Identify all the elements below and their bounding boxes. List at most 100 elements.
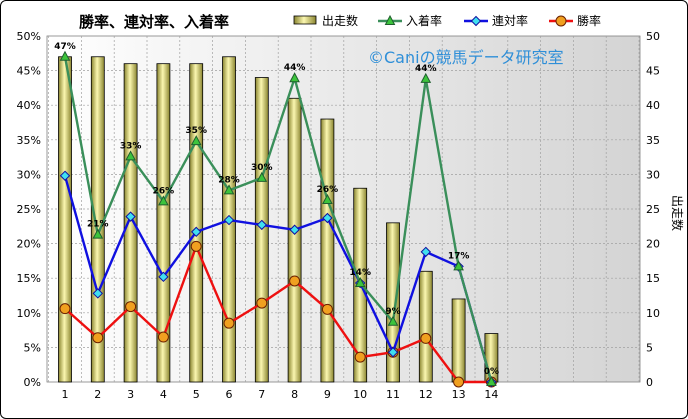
y-tick-label: 35% xyxy=(17,134,41,147)
x-tick-label: 1 xyxy=(62,388,69,401)
data-label: 44% xyxy=(415,64,437,74)
point xyxy=(158,195,169,206)
chart-title: 勝率、連対率、入着率 xyxy=(79,13,229,31)
data-labels: 47% 21% 33% 26% 35% 28% 30% 44% 26% 14% 9% 44% 17% 0% xyxy=(54,42,499,377)
point xyxy=(420,332,432,344)
legend: 出走数 入着率 連対率 勝率 xyxy=(293,13,601,28)
point xyxy=(387,315,399,326)
point xyxy=(555,15,567,27)
legend-item: 入着率 xyxy=(378,13,442,28)
point xyxy=(92,228,104,239)
legend-item: 連対率 xyxy=(464,13,528,28)
x-tick-label: 8 xyxy=(291,388,298,401)
legend-item: 勝率 xyxy=(549,13,601,28)
point xyxy=(92,288,104,299)
x-tick-label: 12 xyxy=(419,388,433,401)
y-tick-label: 15% xyxy=(17,272,41,285)
point xyxy=(420,246,432,258)
series-line xyxy=(63,175,493,383)
bar xyxy=(189,63,204,383)
x-tick-label: 6 xyxy=(226,388,233,401)
x-tick-label: 2 xyxy=(94,388,101,401)
y2-tick-label: 20 xyxy=(646,238,660,251)
point xyxy=(256,171,268,182)
data-label: 26% xyxy=(153,186,175,196)
legend-label: 入着率 xyxy=(406,13,442,28)
legend-swatch xyxy=(293,15,317,25)
y2-tick-label: 5 xyxy=(646,341,653,354)
point xyxy=(453,260,464,271)
point xyxy=(190,135,202,146)
point xyxy=(190,240,202,252)
y-tick-label: 45% xyxy=(17,65,41,78)
data-label: 33% xyxy=(120,141,142,151)
point xyxy=(470,15,482,27)
y2-tick-label: 15 xyxy=(646,272,660,285)
point xyxy=(125,150,136,161)
point xyxy=(59,170,71,181)
bar xyxy=(320,118,335,383)
point xyxy=(256,219,268,231)
data-label: 14% xyxy=(349,268,371,278)
y-tick-label: 10% xyxy=(17,307,41,320)
legend-label: 出走数 xyxy=(322,13,358,28)
x-tick-label: 9 xyxy=(324,388,331,401)
legend-label: 勝率 xyxy=(577,13,601,28)
y-tick-label: 20% xyxy=(17,238,41,251)
x-tick-label: 7 xyxy=(258,388,265,401)
y2-tick-label: 0 xyxy=(646,376,653,389)
point xyxy=(59,50,71,61)
y2-tick-label: 30 xyxy=(646,168,660,181)
series-line xyxy=(63,56,493,383)
data-label: 21% xyxy=(87,220,109,230)
point xyxy=(190,226,202,238)
point xyxy=(256,297,268,309)
data-label: 28% xyxy=(218,175,240,185)
point xyxy=(157,331,169,343)
point xyxy=(223,317,235,329)
point xyxy=(354,276,366,288)
bar xyxy=(156,63,171,383)
data-label: 44% xyxy=(284,63,306,73)
y2-tick-label: 50 xyxy=(646,30,660,43)
point xyxy=(289,224,300,235)
point xyxy=(158,271,169,283)
data-label: 35% xyxy=(185,126,207,136)
point xyxy=(354,351,366,363)
point xyxy=(322,212,333,224)
data-label: 17% xyxy=(448,251,470,261)
series-勝率 xyxy=(59,240,497,388)
data-label: 26% xyxy=(317,185,339,195)
watermark: ©Caniの競馬データ研究室 xyxy=(368,48,564,67)
point xyxy=(92,332,104,344)
y-tick-label: 30% xyxy=(17,168,41,181)
legend-label: 連対率 xyxy=(492,13,528,28)
y-tick-label: 25% xyxy=(17,203,41,216)
y-tick-label: 40% xyxy=(17,99,41,112)
y2-tick-label: 10 xyxy=(646,307,660,320)
y2-tick-label: 35 xyxy=(646,134,660,147)
data-label: 30% xyxy=(251,163,273,173)
x-tick-label: 11 xyxy=(386,388,400,401)
point xyxy=(59,303,71,315)
x-tick-label: 13 xyxy=(452,388,466,401)
y2-tick-label: 40 xyxy=(646,99,660,112)
bar xyxy=(451,298,466,383)
point xyxy=(223,214,235,226)
x-tick-label: 14 xyxy=(484,388,498,401)
point xyxy=(453,376,465,388)
point xyxy=(387,347,399,358)
bar xyxy=(58,56,72,383)
series-入着率 xyxy=(59,50,497,386)
point xyxy=(223,184,235,195)
y2-tick-label: 25 xyxy=(646,203,660,216)
point xyxy=(321,303,333,315)
data-label: 9% xyxy=(385,307,400,317)
data-label: 47% xyxy=(54,42,76,52)
point xyxy=(322,193,333,205)
point xyxy=(125,211,136,222)
point xyxy=(384,14,396,25)
series-line xyxy=(64,245,492,384)
x-tick-label: 4 xyxy=(160,388,167,401)
